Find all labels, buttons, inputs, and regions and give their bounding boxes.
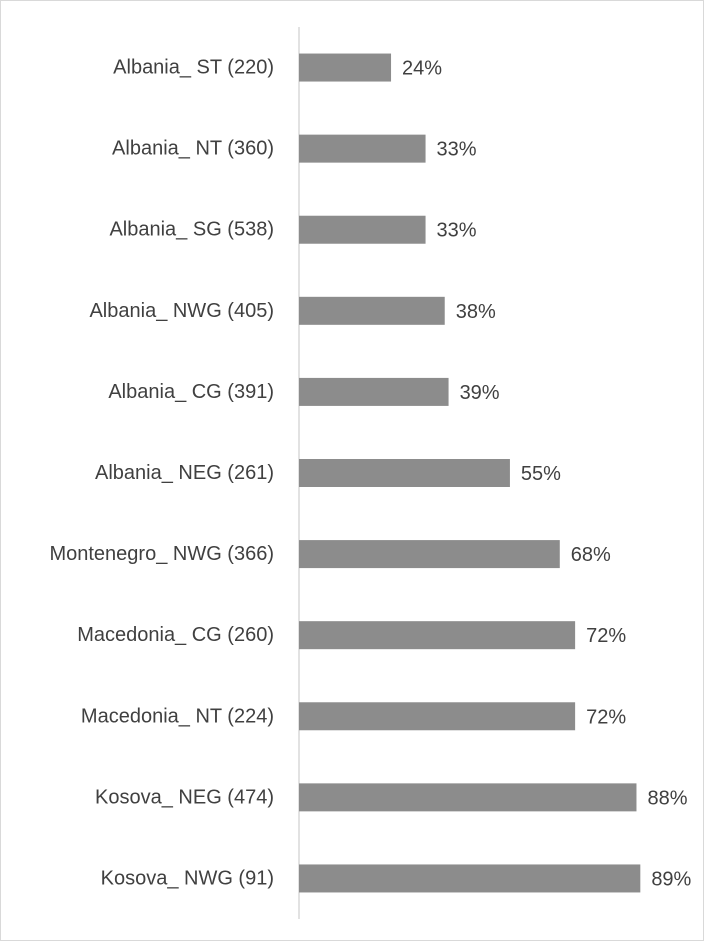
data-label: 39% (460, 382, 500, 404)
data-label: 33% (437, 139, 477, 161)
category-label: Albania_ ST (220) (113, 57, 274, 79)
bar (299, 702, 576, 731)
bar (299, 53, 392, 82)
bars (299, 53, 641, 893)
bar (299, 783, 637, 812)
data-label: 24% (402, 58, 442, 80)
data-label: 89% (651, 868, 691, 890)
category-label: Albania_ NEG (261) (95, 462, 274, 484)
category-labels: Albania_ ST (220) Albania_ NT (360) Albani… (49, 57, 274, 890)
category-label: Albania_ SG (538) (109, 219, 274, 241)
bar (299, 134, 426, 163)
bar (299, 621, 576, 650)
bar (299, 215, 426, 244)
data-label: 88% (647, 787, 687, 809)
bar (299, 864, 641, 893)
data-label: 72% (586, 706, 626, 728)
category-label: Macedonia_ NT (224) (81, 705, 274, 727)
data-label: 72% (586, 625, 626, 647)
bar (299, 540, 560, 569)
category-label: Kosova_ NEG (474) (95, 786, 274, 808)
bar (299, 296, 445, 325)
category-label: Albania_ CG (391) (108, 381, 274, 403)
bar (299, 377, 449, 406)
category-label: Macedonia_ CG (260) (77, 624, 274, 646)
data-label: 55% (521, 463, 561, 485)
bar (299, 459, 510, 487)
category-label: Montenegro_ NWG (366) (49, 543, 274, 565)
category-label: Kosova_ NWG (91) (101, 867, 274, 889)
data-label: 33% (437, 220, 477, 242)
data-label: 38% (456, 301, 496, 323)
category-label: Albania_ NT (360) (112, 138, 274, 160)
data-label: 68% (571, 544, 611, 566)
category-label: Albania_ NWG (405) (89, 300, 274, 322)
value-labels: 24% 33% 33% 38% 39% 55% 68% 72% 72% 88% 89% (402, 58, 692, 891)
